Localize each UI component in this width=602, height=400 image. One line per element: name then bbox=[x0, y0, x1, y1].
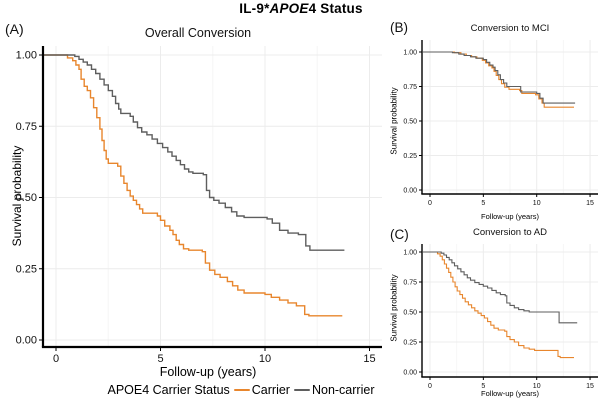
legend-label-noncarrier: Non-carrier bbox=[311, 383, 375, 397]
y-tick-label: 1.00 bbox=[403, 249, 417, 256]
carrier-line-swatch-icon bbox=[233, 388, 250, 392]
legend-label-carrier: Carrier bbox=[251, 383, 290, 397]
panel-b-label: (B) bbox=[390, 20, 408, 35]
y-tick-label: 0.00 bbox=[16, 335, 37, 347]
legend: APOE4 Carrier Status Carrier Non-carrier bbox=[0, 383, 482, 397]
y-tick-label: 1.00 bbox=[16, 50, 37, 62]
legend-item-noncarrier: Non-carrier bbox=[293, 383, 375, 397]
y-tick-label: 1.00 bbox=[403, 49, 417, 56]
x-tick-label: 0 bbox=[428, 383, 432, 390]
y-tick-label: 0.00 bbox=[403, 369, 417, 376]
legend-title: APOE4 Carrier Status bbox=[107, 383, 230, 397]
panel-c-title: Conversion to AD bbox=[473, 227, 547, 238]
figure-title: IL-9*APOE4 Status bbox=[0, 1, 602, 16]
km-curve-non-carrier bbox=[423, 51, 576, 104]
panel-b-plot: 0.00 0.25 0.50 0.75 1.00 0 5 10 15 bbox=[403, 40, 598, 207]
x-tick-label: 10 bbox=[533, 200, 541, 207]
x-tick-label: 10 bbox=[259, 353, 271, 365]
km-curve-carrier bbox=[44, 54, 343, 317]
panel-c-xlabel: Follow-up (years) bbox=[481, 389, 539, 398]
y-tick-label: 0.25 bbox=[403, 153, 417, 160]
x-tick-label: 15 bbox=[586, 383, 594, 390]
panel-c-label: (C) bbox=[390, 227, 409, 242]
panel-a-plot: 0.00 0.25 0.50 0.75 1.00 0 5 10 15 bbox=[16, 46, 382, 365]
x-tick-label: 10 bbox=[533, 383, 541, 390]
y-tick-label: 0.50 bbox=[403, 309, 417, 316]
y-tick-label: 0.25 bbox=[403, 339, 417, 346]
x-tick-label: 5 bbox=[481, 383, 485, 390]
figure-title-prefix: IL-9* bbox=[239, 1, 270, 16]
km-curve-carrier bbox=[423, 251, 574, 359]
figure-title-gene: APOE bbox=[269, 1, 309, 16]
y-tick-label: 0.00 bbox=[403, 187, 417, 194]
noncarrier-line-swatch-icon bbox=[293, 388, 310, 392]
panel-a-xlabel: Follow-up (years) bbox=[159, 365, 257, 379]
x-tick-label: 5 bbox=[157, 353, 163, 365]
panel-a-title: Overall Conversion bbox=[144, 26, 252, 40]
x-tick-label: 5 bbox=[481, 200, 485, 207]
panel-a-label: (A) bbox=[5, 21, 24, 37]
x-tick-label: 0 bbox=[53, 353, 59, 365]
km-curve-non-carrier bbox=[423, 251, 578, 324]
x-tick-label: 15 bbox=[586, 200, 594, 207]
panel-b-title: Conversion to MCI bbox=[470, 23, 550, 34]
y-tick-label: 0.75 bbox=[16, 121, 37, 133]
legend-item-carrier: Carrier bbox=[233, 383, 290, 397]
x-tick-label: 0 bbox=[428, 200, 432, 207]
panel-c-plot: 0.00 0.25 0.50 0.75 1.00 0 5 10 15 bbox=[403, 244, 598, 390]
y-tick-label: 0.75 bbox=[403, 84, 417, 91]
y-tick-label: 0.75 bbox=[403, 279, 417, 286]
km-curve-non-carrier bbox=[44, 54, 345, 251]
panel-b-xlabel: Follow-up (years) bbox=[481, 212, 539, 221]
y-tick-label: 0.50 bbox=[16, 192, 37, 204]
figure-title-suffix: 4 Status bbox=[308, 1, 363, 16]
x-tick-label: 15 bbox=[363, 353, 375, 365]
km-curve-carrier bbox=[423, 51, 574, 108]
y-tick-label: 0.25 bbox=[16, 263, 37, 275]
y-tick-label: 0.50 bbox=[403, 118, 417, 125]
